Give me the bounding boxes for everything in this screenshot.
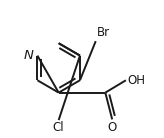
Text: N: N	[24, 49, 34, 62]
Text: Br: Br	[97, 26, 110, 39]
Text: OH: OH	[127, 74, 145, 87]
Text: O: O	[108, 121, 117, 134]
Text: Cl: Cl	[53, 121, 64, 134]
